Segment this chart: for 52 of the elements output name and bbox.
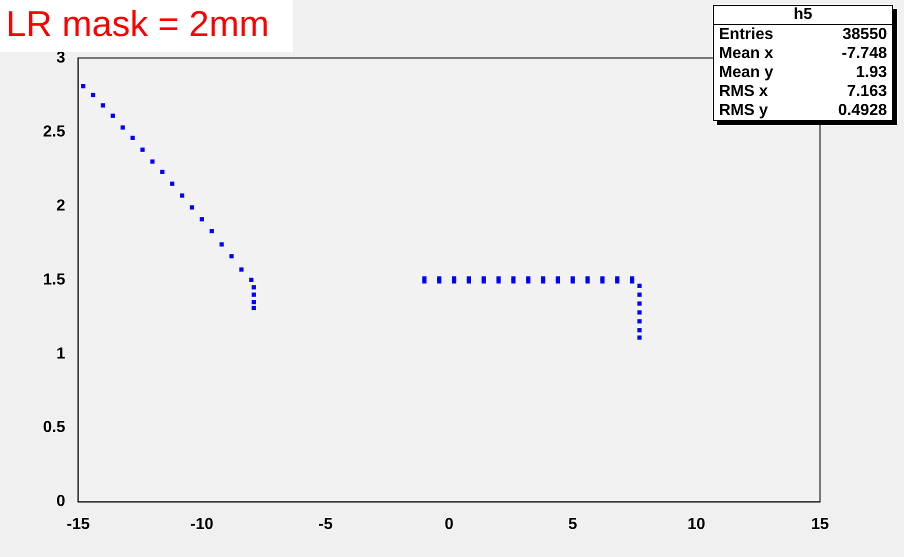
- annotation: RMS y: [719, 101, 768, 120]
- text: -7.748: [842, 44, 887, 63]
- text: 7.163: [846, 82, 887, 101]
- annotation: RMS x: [719, 82, 768, 101]
- x-tick-label: -5: [318, 516, 333, 533]
- text: 1.93: [856, 63, 887, 82]
- point: [526, 279, 530, 284]
- point: [160, 170, 164, 174]
- x-tick-label: 5: [568, 516, 578, 533]
- point: [637, 292, 642, 297]
- point: [210, 228, 214, 234]
- point: [249, 278, 254, 282]
- point: [81, 84, 86, 88]
- y-tick-label: 2: [56, 197, 66, 214]
- point: [252, 285, 256, 290]
- y-tick-label: 1.5: [42, 271, 66, 288]
- point: [637, 319, 642, 324]
- point: [252, 306, 256, 310]
- annotation: Mean x: [719, 44, 774, 63]
- x-tick-label: 15: [811, 516, 829, 533]
- point: [570, 279, 575, 284]
- point: [220, 242, 224, 247]
- text: h5: [714, 6, 892, 25]
- point: [437, 279, 442, 284]
- point: [140, 148, 145, 152]
- point: [615, 279, 620, 284]
- point: [170, 182, 174, 186]
- point: [252, 292, 256, 297]
- point: [130, 136, 135, 140]
- point: [252, 300, 256, 304]
- text: 38550: [842, 25, 887, 44]
- y-tick-label: 0: [56, 493, 66, 510]
- point: [100, 103, 106, 108]
- text: 0.4928: [838, 101, 887, 120]
- point: [120, 125, 125, 130]
- annotation: Mean y: [719, 63, 774, 82]
- y-tick-label: 2.5: [42, 123, 66, 140]
- y-tick-label: 3: [56, 49, 66, 66]
- y-tick-label: 1: [56, 345, 66, 362]
- point: [110, 114, 115, 118]
- x-tick-label: -10: [190, 516, 214, 533]
- x-tick-label: -15: [66, 516, 90, 533]
- point: [637, 284, 642, 288]
- point: [229, 254, 234, 258]
- chart-title: LR mask = 2mm: [6, 3, 270, 44]
- point: [637, 328, 642, 332]
- x-tick-label: 0: [444, 516, 454, 533]
- x-tick-label: 10: [687, 516, 706, 533]
- point: [482, 279, 486, 284]
- point: [200, 217, 204, 222]
- text: Entries: [719, 25, 774, 44]
- y-tick-label: 0.5: [42, 419, 66, 436]
